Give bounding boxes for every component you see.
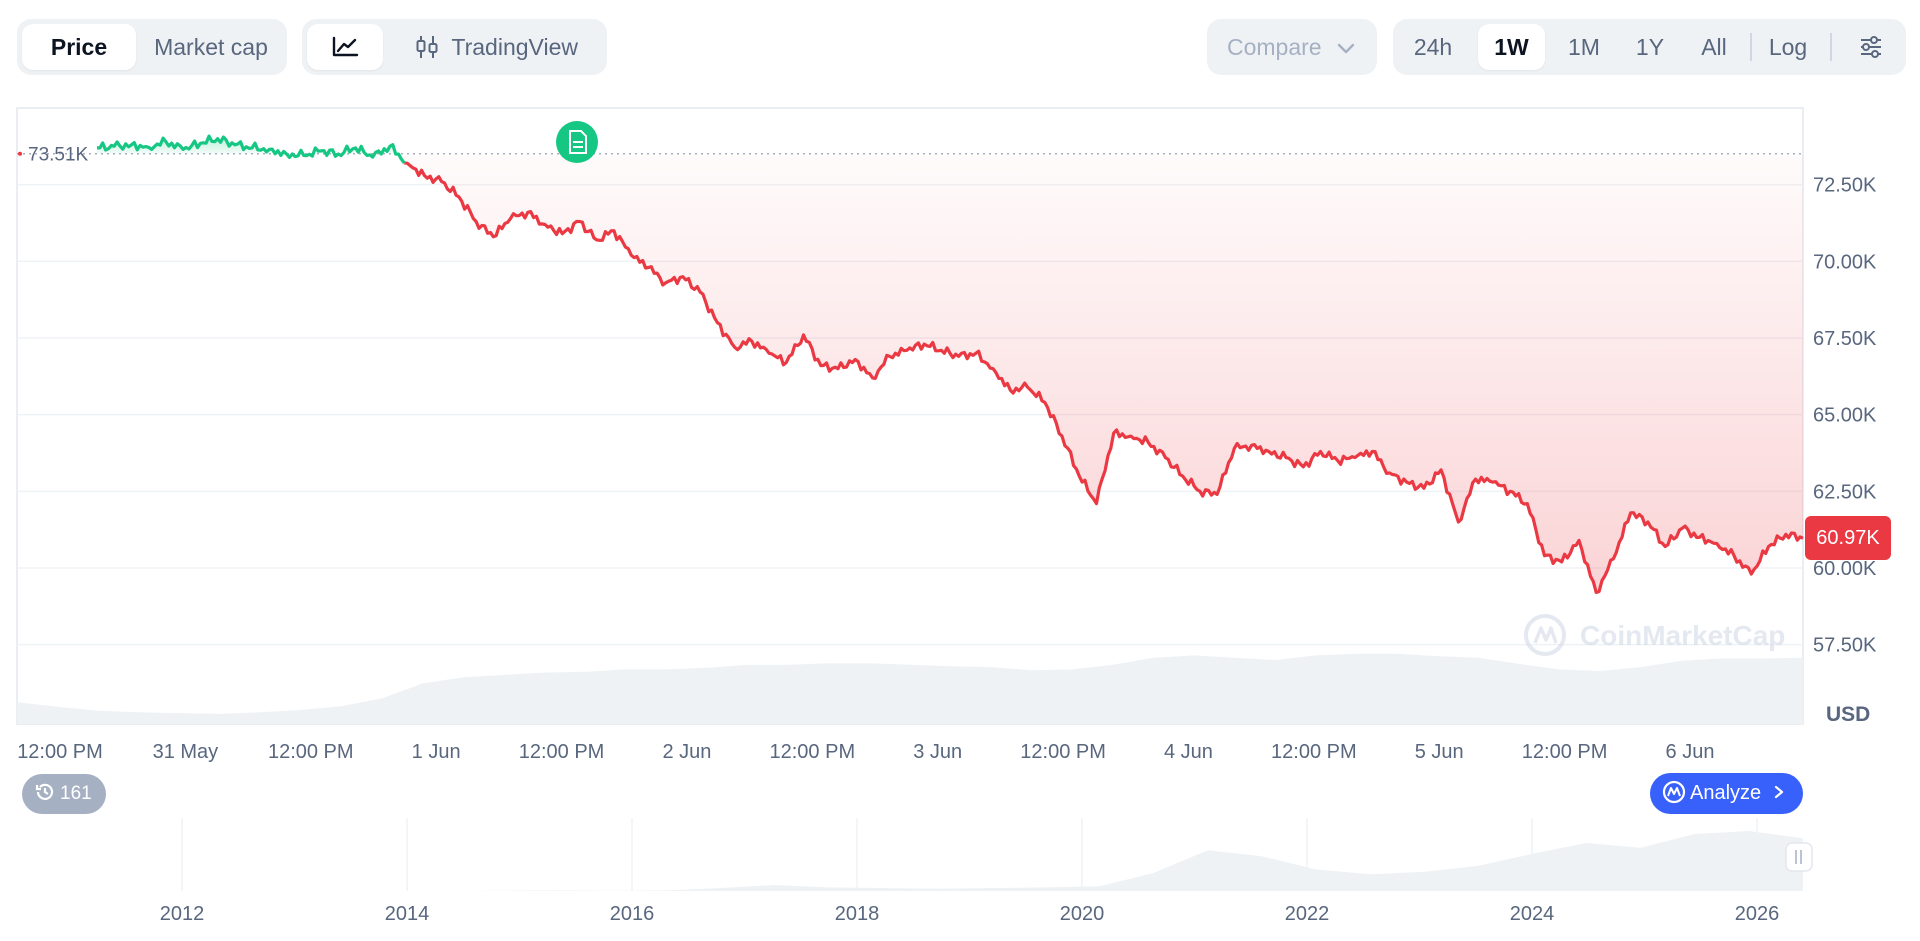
compare-dropdown[interactable]: Compare (1207, 19, 1377, 75)
x-tick-label: 12:00 PM (770, 741, 856, 763)
y-axis: 57.50K 60.00K 62.50K 65.00K 67.50K 70.00K 72.5… (1813, 175, 1877, 657)
settings-divider (1830, 33, 1832, 61)
line-chart-button[interactable] (307, 24, 383, 70)
x-tick-label: 5 Jun (1415, 741, 1464, 763)
history-icon (35, 783, 54, 800)
price-line-up (97, 134, 406, 164)
range-divider (1750, 33, 1752, 61)
tradingview-label: TradingView (451, 34, 578, 60)
line-chart-icon (332, 36, 359, 57)
metric-toggle: Price Market cap (17, 19, 287, 75)
range-1y[interactable]: 1Y (1635, 34, 1665, 60)
y-tick-label: 62.50K (1813, 481, 1877, 503)
range-all[interactable]: All (1701, 34, 1727, 60)
y-tick-label: 65.00K (1813, 405, 1877, 427)
log-scale-toggle[interactable]: Log (1768, 34, 1808, 60)
news-marker[interactable] (556, 121, 598, 163)
volume-area (17, 653, 1803, 724)
chart-type-toggle: TradingView (302, 19, 607, 75)
navigator-tick-label: 2024 (1510, 903, 1555, 925)
x-tick-label: 1 Jun (412, 741, 461, 763)
range-1m[interactable]: 1M (1568, 34, 1600, 60)
x-tick-label: 2 Jun (662, 741, 711, 763)
compare-label: Compare (1227, 34, 1322, 60)
market-cap-tab[interactable]: Market cap (154, 34, 268, 60)
navigator-axis: 2012 2014 2016 2018 2020 2022 2024 2026 (160, 903, 1780, 925)
x-tick-label: 12:00 PM (1020, 741, 1106, 763)
navigator-tick-label: 2018 (835, 903, 880, 925)
currency-label: USD (1826, 703, 1871, 726)
range-1w[interactable]: 1W (1478, 24, 1545, 70)
analyze-button[interactable]: Analyze (1650, 773, 1803, 814)
price-line-down (404, 161, 1804, 595)
chevron-down-icon (1337, 43, 1355, 54)
chevron-right-icon (1774, 786, 1783, 799)
navigator-tick-label: 2020 (1060, 903, 1105, 925)
range-selector: 24h 1W 1M 1Y All Log (1393, 19, 1906, 75)
x-tick-label: 12:00 PM (1271, 741, 1357, 763)
current-price-tag: 60.97K (1805, 516, 1891, 561)
reference-dot (18, 151, 22, 156)
below-reference-area (404, 153, 1803, 593)
price-tab[interactable]: Price (22, 24, 136, 70)
navigator-tick-label: 2016 (610, 903, 655, 925)
navigator-tick-label: 2014 (385, 903, 430, 925)
coinmarketcap-logo-icon (1524, 614, 1566, 656)
navigator-tick-label: 2026 (1735, 903, 1780, 925)
y-tick-label: 67.50K (1813, 328, 1877, 350)
coinmarketcap-logo-icon (1662, 780, 1686, 803)
y-tick-label: 57.50K (1813, 635, 1877, 657)
tradingview-button[interactable]: TradingView (394, 24, 599, 70)
watermark: CoinMarketCap (1524, 614, 1785, 656)
x-tick-label: 4 Jun (1164, 741, 1213, 763)
history-badge[interactable]: 161 (22, 774, 106, 814)
navigator-area (17, 831, 1803, 891)
y-tick-label: 70.00K (1813, 251, 1877, 273)
range-24h[interactable]: 24h (1413, 34, 1453, 60)
candlestick-icon (416, 35, 438, 58)
watermark-text: CoinMarketCap (1580, 620, 1785, 651)
sliders-icon (1861, 36, 1881, 58)
analyze-label: Analyze (1690, 782, 1762, 804)
history-count: 161 (60, 783, 92, 804)
x-tick-label: 31 May (153, 741, 219, 763)
x-tick-label: 12:00 PM (1522, 741, 1608, 763)
document-icon (569, 130, 587, 154)
chart-settings-button[interactable] (1843, 24, 1899, 70)
reference-price-label: 73.51K (28, 145, 89, 166)
y-tick-label: 60.00K (1813, 558, 1877, 580)
x-tick-label: 12:00 PM (519, 741, 605, 763)
x-tick-label: 12:00 PM (268, 741, 354, 763)
above-reference-area (97, 136, 405, 154)
x-tick-label: 3 Jun (913, 741, 962, 763)
navigator-tick-label: 2012 (160, 903, 205, 925)
x-axis: 12:00 PM 31 May 12:00 PM 1 Jun 12:00 PM 2 Jun… (17, 741, 1714, 763)
navigator-handle[interactable] (1785, 842, 1813, 872)
y-tick-label: 72.50K (1813, 175, 1877, 197)
x-tick-label: 12:00 PM (17, 741, 103, 763)
navigator-tick-label: 2022 (1285, 903, 1330, 925)
x-tick-label: 6 Jun (1666, 741, 1715, 763)
